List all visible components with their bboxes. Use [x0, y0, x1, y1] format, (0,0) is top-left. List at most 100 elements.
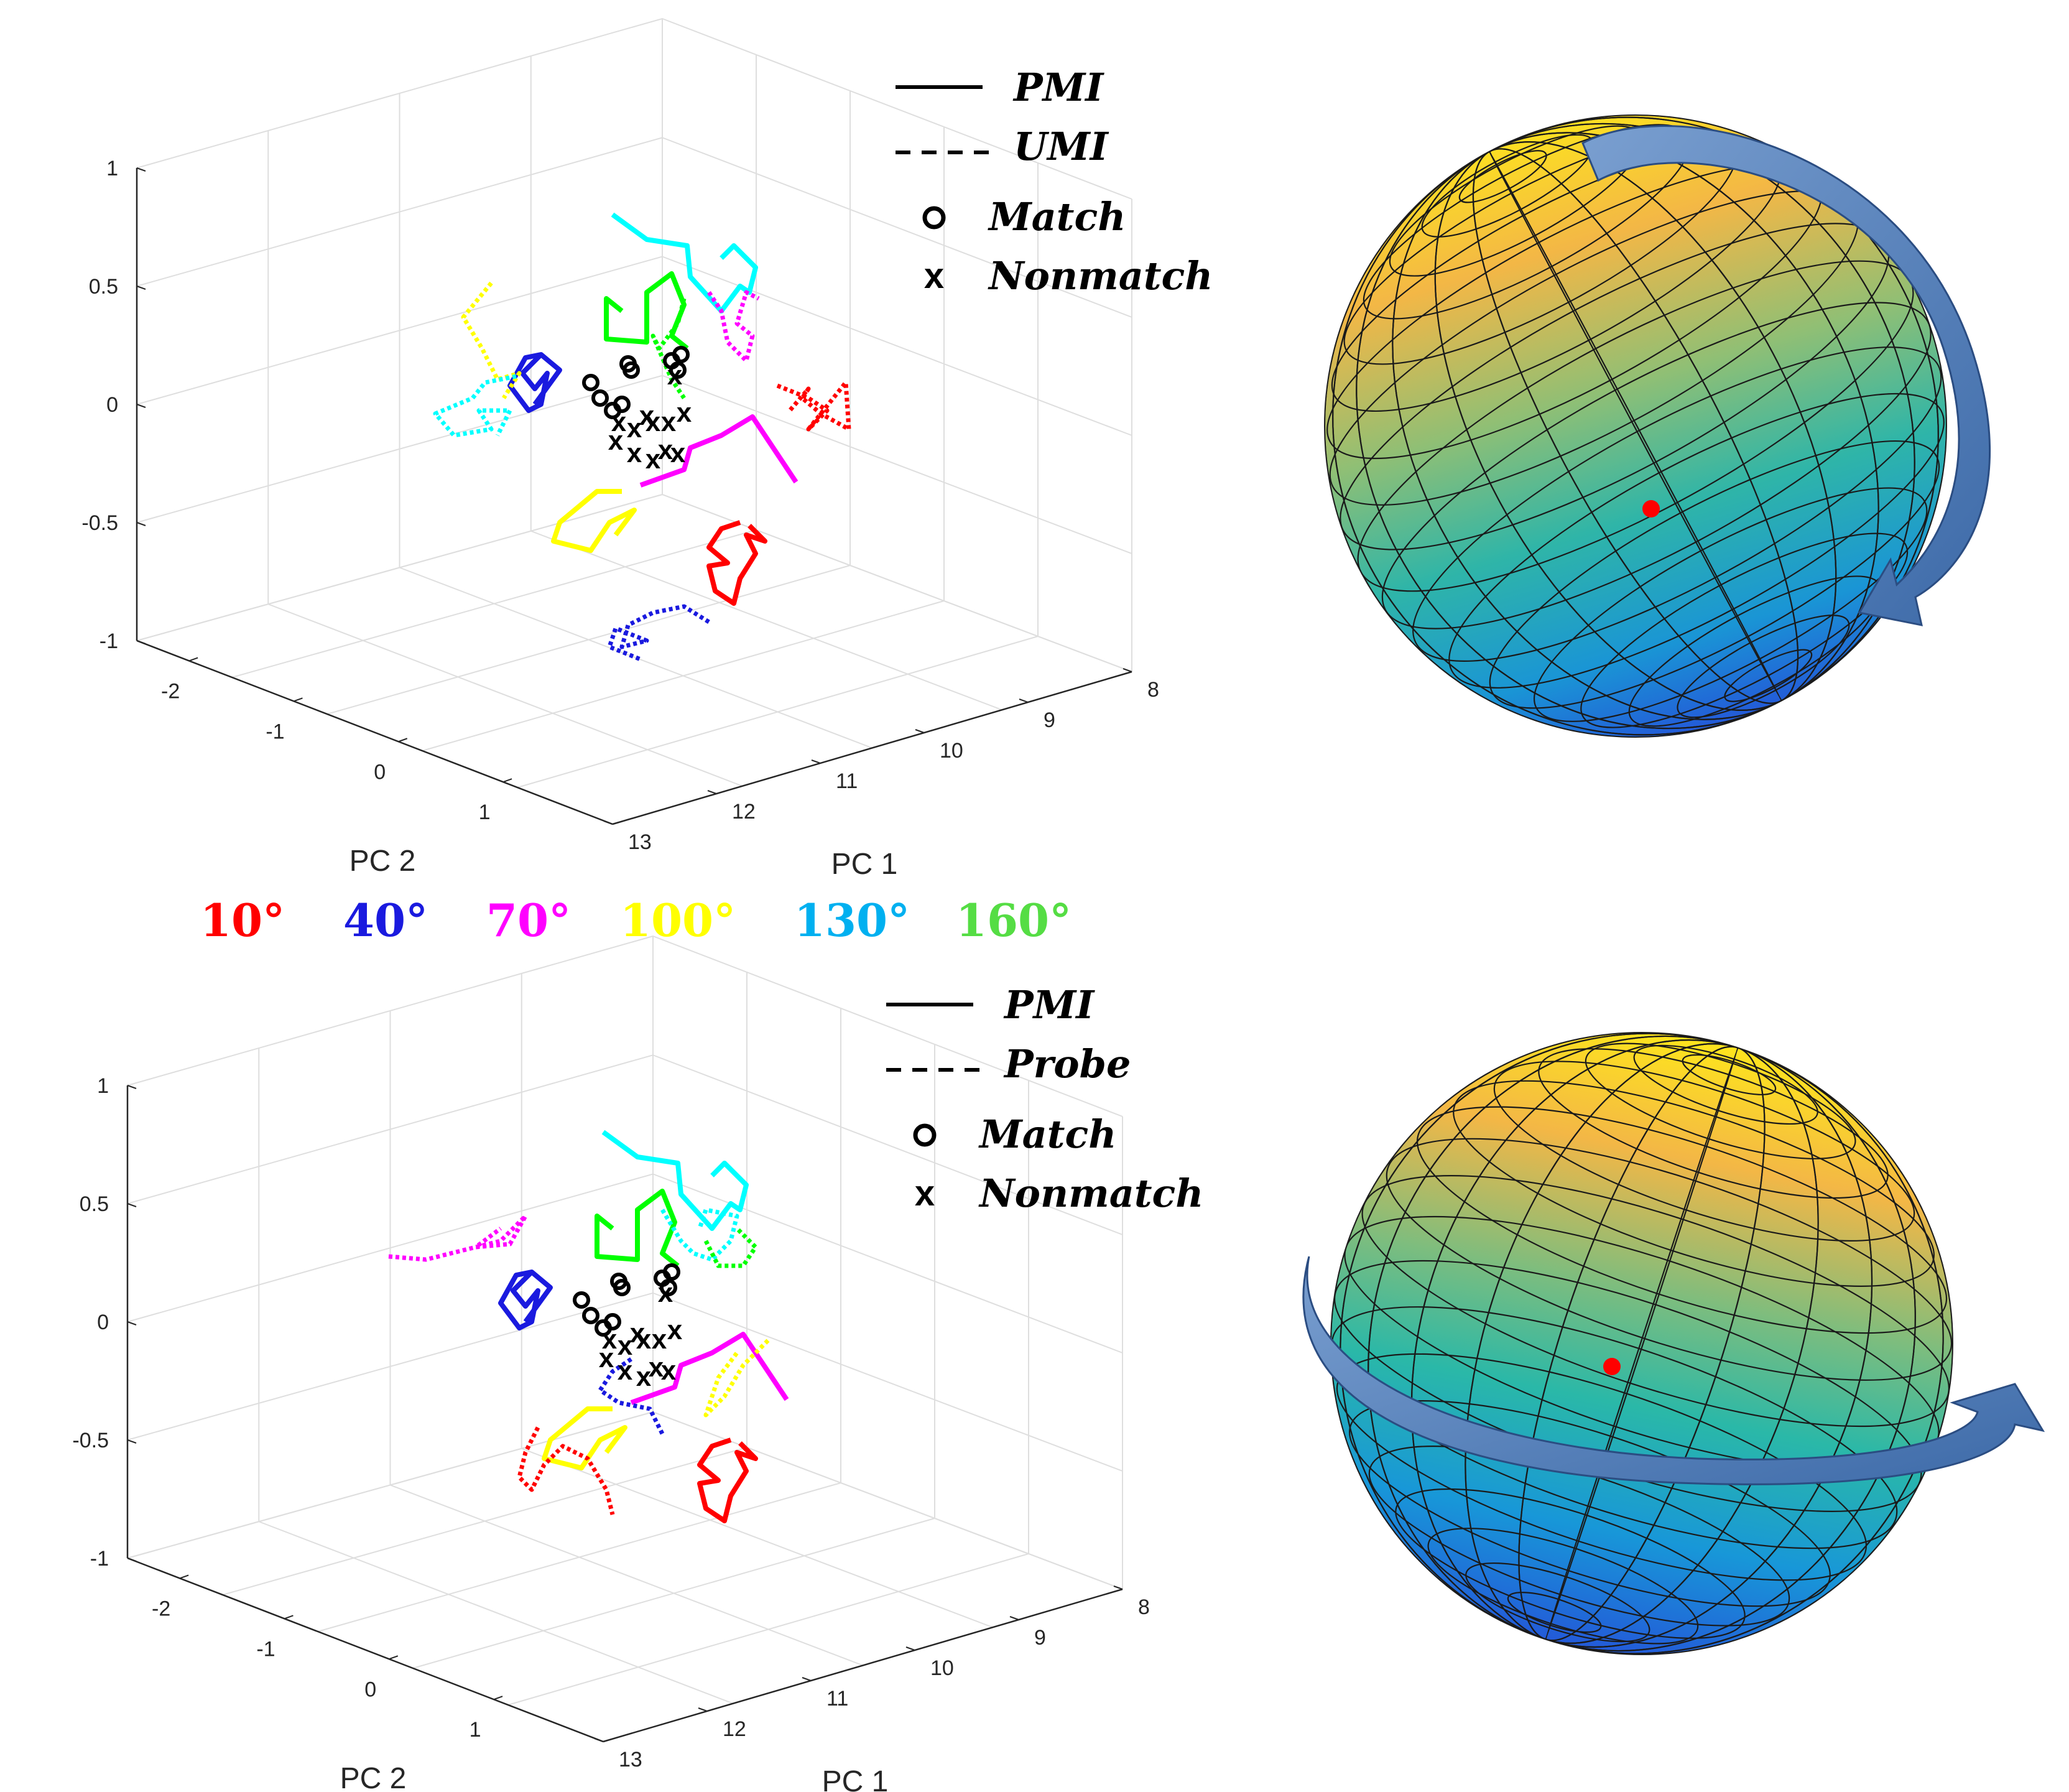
- grid-line: [258, 1521, 734, 1704]
- z-tick-label: 0: [97, 1311, 109, 1334]
- pc1-tick: [915, 729, 925, 733]
- grid-line: [507, 1553, 1029, 1706]
- z-tick: [127, 1439, 137, 1444]
- z-tick-label: 0: [106, 393, 118, 417]
- legend-x-marker: x: [915, 1173, 935, 1214]
- pc1-tick: [1113, 1585, 1123, 1590]
- grid-line: [422, 600, 945, 751]
- z-tick: [127, 1558, 137, 1562]
- latitude-line: [1386, 1138, 1953, 1381]
- pc2-tick: [502, 778, 512, 783]
- pc1-tick: [1122, 668, 1132, 672]
- grid-line: [267, 603, 743, 787]
- pc1-tick: [905, 1646, 915, 1651]
- latitude-line: [1489, 440, 1940, 709]
- match-marker: [613, 1279, 631, 1296]
- pc2-tick: [389, 1655, 399, 1660]
- angle-label: 160°: [956, 894, 1072, 947]
- legend-label: PMI: [1003, 982, 1095, 1028]
- grid-line: [390, 1484, 863, 1666]
- pc2-tick: [179, 1574, 189, 1579]
- nonmatch-marker: x: [611, 407, 627, 437]
- grid-line: [127, 1411, 1123, 1590]
- series-40-solid: [507, 352, 562, 413]
- grid-line: [412, 1518, 935, 1669]
- pc1-axis-label: PC 1: [822, 1765, 889, 1792]
- pc1-tick-label: 13: [628, 830, 652, 854]
- nonmatch-marker: x: [627, 438, 642, 468]
- sphere-red-dot: [1642, 500, 1660, 518]
- grid: [136, 17, 1132, 825]
- grid-line: [652, 1411, 1123, 1590]
- grid-line: [127, 935, 1123, 1117]
- pc1-tick: [811, 759, 821, 764]
- pc1-tick-label: 10: [930, 1656, 954, 1680]
- pc2-tick: [294, 697, 303, 702]
- match-marker: [613, 396, 631, 413]
- angle-color-key: 10° 40° 70° 100° 130° 160°: [200, 894, 1072, 947]
- legend-circle-marker: [913, 1123, 937, 1147]
- pc1-tick-label: 11: [836, 769, 858, 793]
- pc2-axis-label: PC 2: [340, 1762, 407, 1792]
- series-40-dashed: [607, 604, 710, 662]
- pc1-tick: [1009, 1616, 1019, 1620]
- rotation-arrow: [1581, 125, 1991, 626]
- plot-top: 1 0.5 0 -0.5 -1 -2 -1 0 1 8 9 10 11 12 13 PC 2 PC 1 PMI UM…: [81, 17, 1213, 881]
- match-marker: [623, 361, 640, 379]
- grid-line: [517, 636, 1039, 788]
- series-10-solid: [706, 520, 767, 606]
- grid-line: [127, 1411, 654, 1559]
- grid-line: [317, 1482, 841, 1632]
- nonmatch-marker: x: [670, 438, 686, 468]
- sphere-red-dot: [1603, 1358, 1621, 1375]
- grid-line: [136, 137, 1132, 318]
- pc2-tick-label: 0: [364, 1678, 376, 1701]
- nonmatch-marker: x: [667, 1315, 683, 1345]
- series-70-dashed: [707, 290, 760, 363]
- pc2-axis-label: PC 2: [349, 845, 416, 878]
- nonmatch-marker: x: [636, 1362, 652, 1392]
- series-100-solid: [542, 1406, 627, 1470]
- legend-circle-marker: [922, 206, 946, 230]
- pc2-axis-line: [136, 639, 613, 825]
- z-tick: [127, 1203, 137, 1207]
- pc2-tick-label: 1: [479, 801, 491, 824]
- sphere-bottom: [1302, 1032, 2045, 1655]
- angle-label: 100°: [620, 894, 736, 947]
- pc2-tick: [398, 738, 408, 743]
- pc1-tick: [707, 790, 717, 794]
- series-70-solid: [639, 414, 798, 488]
- series-130-dashed: [433, 374, 517, 438]
- z-tick-label: -1: [100, 629, 118, 653]
- legend-label: Match: [978, 1112, 1116, 1157]
- latitude-line: [1331, 1306, 1898, 1549]
- grid-line: [127, 1292, 1123, 1472]
- angle-label: 130°: [794, 894, 910, 947]
- nonmatch-marker: x: [652, 1324, 667, 1355]
- latitude-line: [1448, 392, 1945, 689]
- nonmatch-marker: x: [646, 407, 661, 437]
- pc2-tick: [188, 657, 198, 662]
- pc1-tick: [1019, 699, 1029, 703]
- latitude-line: [1453, 1080, 1935, 1287]
- pc1-axis-line: [612, 671, 1132, 825]
- plot-bottom: 1 0.5 0 -0.5 -1 -2 -1 0 1 8 9 10 11 12 13 PC 2 PC 1 PMI Pr…: [72, 935, 1203, 1792]
- grid-line: [136, 494, 663, 641]
- match-marker: [669, 361, 687, 379]
- pc1-tick-label: 11: [826, 1687, 848, 1711]
- grid-line: [662, 494, 1132, 672]
- z-tick: [136, 286, 146, 290]
- rotation-arrow: [1302, 1256, 2045, 1485]
- pc1-tick-label: 10: [940, 739, 963, 763]
- legend-label: Probe: [1003, 1041, 1131, 1087]
- pc2-tick: [493, 1696, 503, 1701]
- nonmatch-marker: x: [649, 1352, 664, 1383]
- series-10-solid: [697, 1437, 758, 1523]
- pc1-tick-label: 12: [723, 1717, 746, 1741]
- grid-line: [222, 1447, 748, 1595]
- series-10-dashed: [517, 1426, 615, 1515]
- nonmatch-marker: x: [608, 425, 624, 456]
- z-tick: [136, 404, 146, 408]
- z-tick-label: 1: [97, 1074, 109, 1098]
